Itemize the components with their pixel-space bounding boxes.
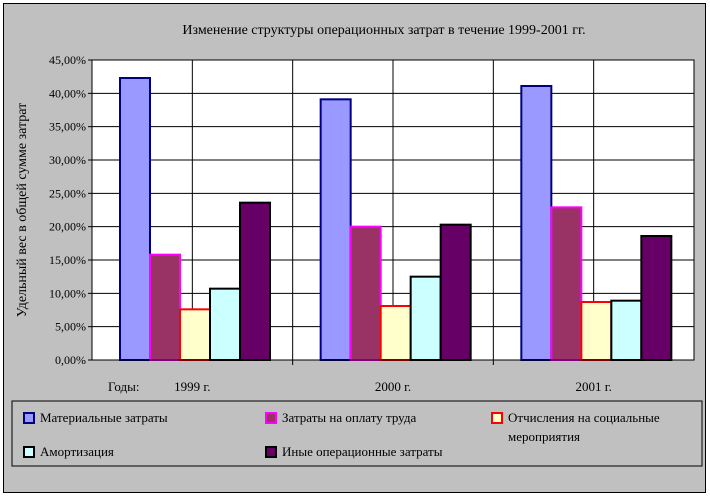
legend-box	[11, 400, 703, 467]
x-axis-label: Годы:	[108, 379, 139, 394]
y-axis-label: Удельный вес в общей сумме затрат	[15, 103, 30, 318]
axes	[88, 59, 695, 361]
bar	[209, 287, 241, 361]
legend-label: Материальные затраты	[40, 410, 168, 425]
legend-swatch	[23, 446, 35, 458]
y-tick-label: 15,00%	[49, 253, 86, 267]
legend-label: Отчисления на социальные мероприятия	[508, 410, 660, 444]
bar	[550, 206, 583, 361]
bar	[409, 275, 442, 361]
y-tick-label: 35,00%	[49, 120, 86, 134]
legend-swatch	[23, 412, 35, 424]
legend-label: Амортизация	[40, 444, 114, 459]
bar	[349, 225, 382, 361]
y-tick-label: 5,00%	[55, 320, 86, 334]
chart: Изменение структуры операционных затрат …	[3, 3, 706, 493]
chart-title: Изменение структуры операционных затрат …	[182, 23, 585, 38]
bar	[439, 223, 472, 361]
y-tick-label: 0,00%	[55, 353, 86, 367]
y-tick-label: 25,00%	[49, 186, 86, 200]
plot-border	[91, 59, 695, 361]
bar	[610, 299, 643, 361]
bar	[239, 201, 271, 361]
legend-label: Иные операционные затраты	[282, 444, 443, 459]
legend-label: Затраты на оплату труда	[282, 410, 416, 425]
y-tick-label: 20,00%	[49, 220, 86, 234]
legend-swatch	[265, 412, 277, 424]
legend: Материальные затраты Затраты на оплату тр…	[11, 400, 703, 467]
bar	[580, 301, 613, 361]
bar	[640, 235, 673, 361]
y-tick-labels: 0,00% 5,00% 10,00% 15,00% 20,00% 25,00% 30,00%…	[49, 53, 86, 367]
bar	[179, 308, 211, 362]
x-tick-labels: 1999 г. 2000 г. 2001 г.	[174, 379, 612, 394]
bar	[319, 98, 352, 361]
x-tick-label: 2000 г.	[375, 379, 411, 394]
legend-swatch	[491, 412, 503, 424]
bar	[149, 253, 181, 362]
y-tick-label: 30,00%	[49, 153, 86, 167]
legend-swatch	[265, 446, 277, 458]
bar	[520, 85, 553, 361]
y-tick-label: 45,00%	[49, 53, 86, 67]
x-tick-label: 2001 г.	[575, 379, 611, 394]
y-tick-label: 10,00%	[49, 286, 86, 300]
bars	[119, 77, 673, 362]
bar	[379, 305, 412, 361]
chart-svg: Изменение структуры операционных затрат …	[11, 23, 703, 467]
y-tick-label: 40,00%	[49, 86, 86, 100]
x-tick-label: 1999 г.	[174, 379, 210, 394]
bar	[119, 77, 151, 361]
